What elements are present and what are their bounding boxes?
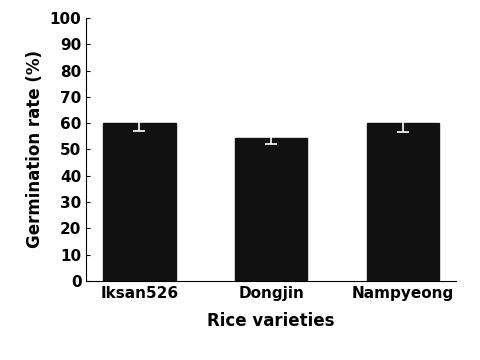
Bar [367,123,439,281]
Bar [235,138,307,281]
Bar [103,123,176,281]
Y-axis label: Germination rate (%): Germination rate (%) [26,50,44,248]
X-axis label: Rice varieties: Rice varieties [207,312,335,330]
